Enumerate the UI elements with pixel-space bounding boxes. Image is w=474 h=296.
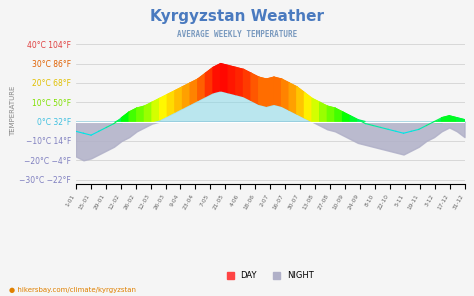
- Polygon shape: [228, 65, 236, 94]
- Polygon shape: [312, 99, 320, 122]
- Polygon shape: [251, 73, 259, 104]
- Polygon shape: [205, 67, 213, 96]
- Polygon shape: [220, 64, 228, 93]
- Polygon shape: [457, 118, 465, 122]
- Y-axis label: TEMPERATURE: TEMPERATURE: [10, 86, 17, 136]
- Polygon shape: [304, 93, 312, 122]
- Polygon shape: [198, 73, 205, 100]
- Polygon shape: [152, 99, 160, 122]
- Polygon shape: [160, 94, 167, 120]
- Text: AVERAGE WEEKLY TEMPERATURE: AVERAGE WEEKLY TEMPERATURE: [177, 30, 297, 38]
- Polygon shape: [434, 118, 442, 122]
- Polygon shape: [236, 67, 244, 96]
- Polygon shape: [449, 116, 457, 122]
- Polygon shape: [190, 79, 198, 104]
- Legend: DAY, NIGHT: DAY, NIGHT: [224, 268, 317, 284]
- Polygon shape: [297, 87, 304, 118]
- Polygon shape: [266, 77, 274, 106]
- Polygon shape: [213, 64, 220, 93]
- Polygon shape: [442, 116, 449, 122]
- Polygon shape: [244, 70, 251, 100]
- Polygon shape: [289, 83, 297, 114]
- Polygon shape: [167, 91, 175, 116]
- Polygon shape: [175, 87, 182, 112]
- Polygon shape: [182, 83, 190, 108]
- Text: Kyrgyzstan Weather: Kyrgyzstan Weather: [150, 9, 324, 24]
- Polygon shape: [343, 112, 350, 122]
- Polygon shape: [274, 77, 282, 106]
- Polygon shape: [114, 118, 121, 122]
- Polygon shape: [137, 106, 145, 122]
- Polygon shape: [350, 116, 358, 122]
- Polygon shape: [259, 77, 266, 106]
- Polygon shape: [129, 108, 137, 122]
- Polygon shape: [328, 106, 335, 122]
- Polygon shape: [358, 120, 365, 122]
- Polygon shape: [320, 102, 328, 122]
- Polygon shape: [335, 108, 343, 122]
- Polygon shape: [121, 112, 129, 122]
- Polygon shape: [282, 79, 289, 110]
- Text: ● hikersbay.com/climate/kyrgyzstan: ● hikersbay.com/climate/kyrgyzstan: [9, 287, 137, 293]
- Polygon shape: [145, 102, 152, 122]
